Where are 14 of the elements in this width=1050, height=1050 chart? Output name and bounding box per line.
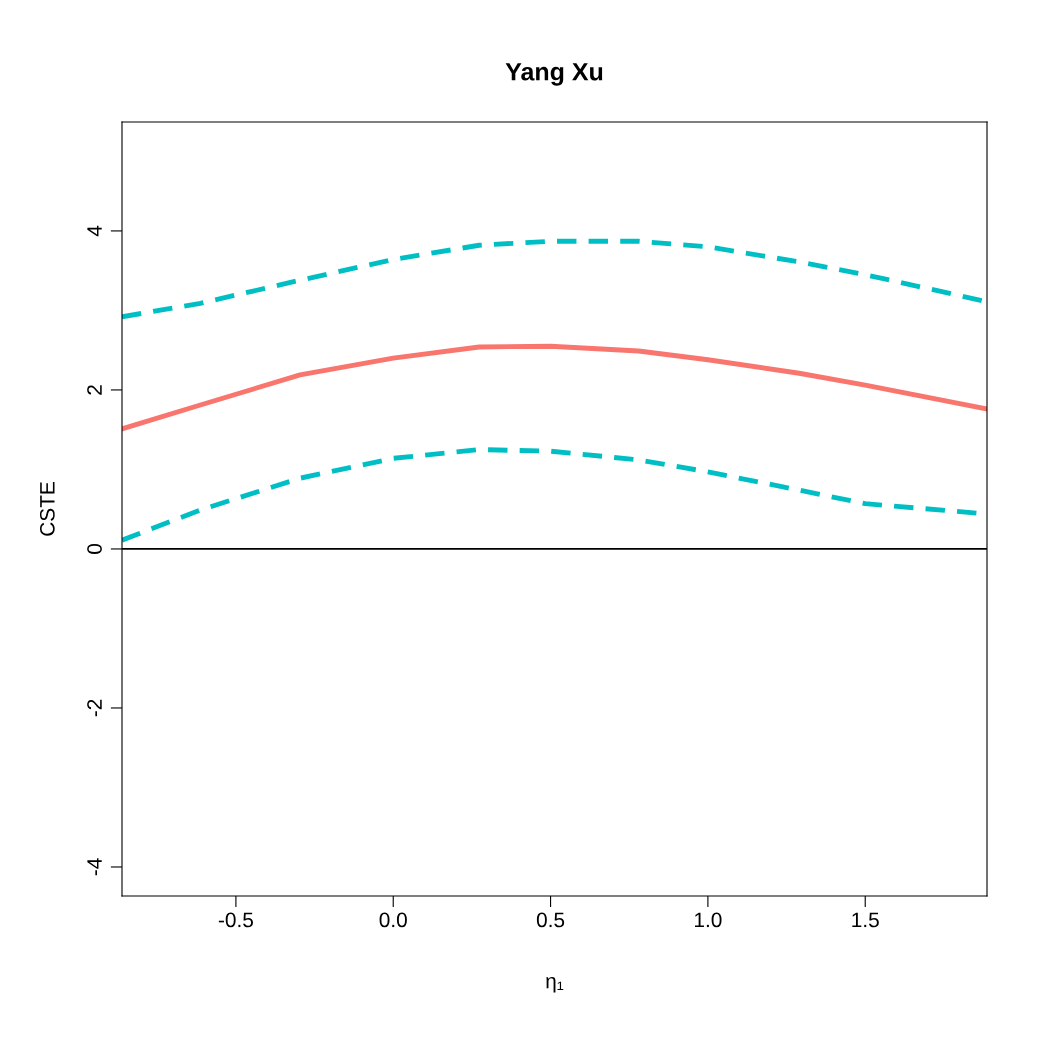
- y-axis-title: CSTE: [39, 482, 55, 536]
- x-axis-title: η₁: [546, 976, 564, 993]
- y-tick-label: 4: [87, 225, 102, 237]
- x-tick-label: 1.0: [695, 912, 722, 928]
- x-tick-label: 0.0: [379, 912, 407, 928]
- x-tick-label: -0.5: [218, 912, 253, 928]
- x-tick-label: 1.5: [852, 912, 879, 928]
- line-series: [122, 343, 987, 432]
- y-tick-label: -2: [87, 699, 102, 717]
- y-tick-label: 2: [87, 385, 102, 395]
- chart-title: Yang Xu: [505, 63, 603, 86]
- y-tick-label: -4: [87, 858, 102, 876]
- x-tick-label: 0.5: [536, 912, 565, 928]
- y-tick-label: 0: [87, 543, 102, 554]
